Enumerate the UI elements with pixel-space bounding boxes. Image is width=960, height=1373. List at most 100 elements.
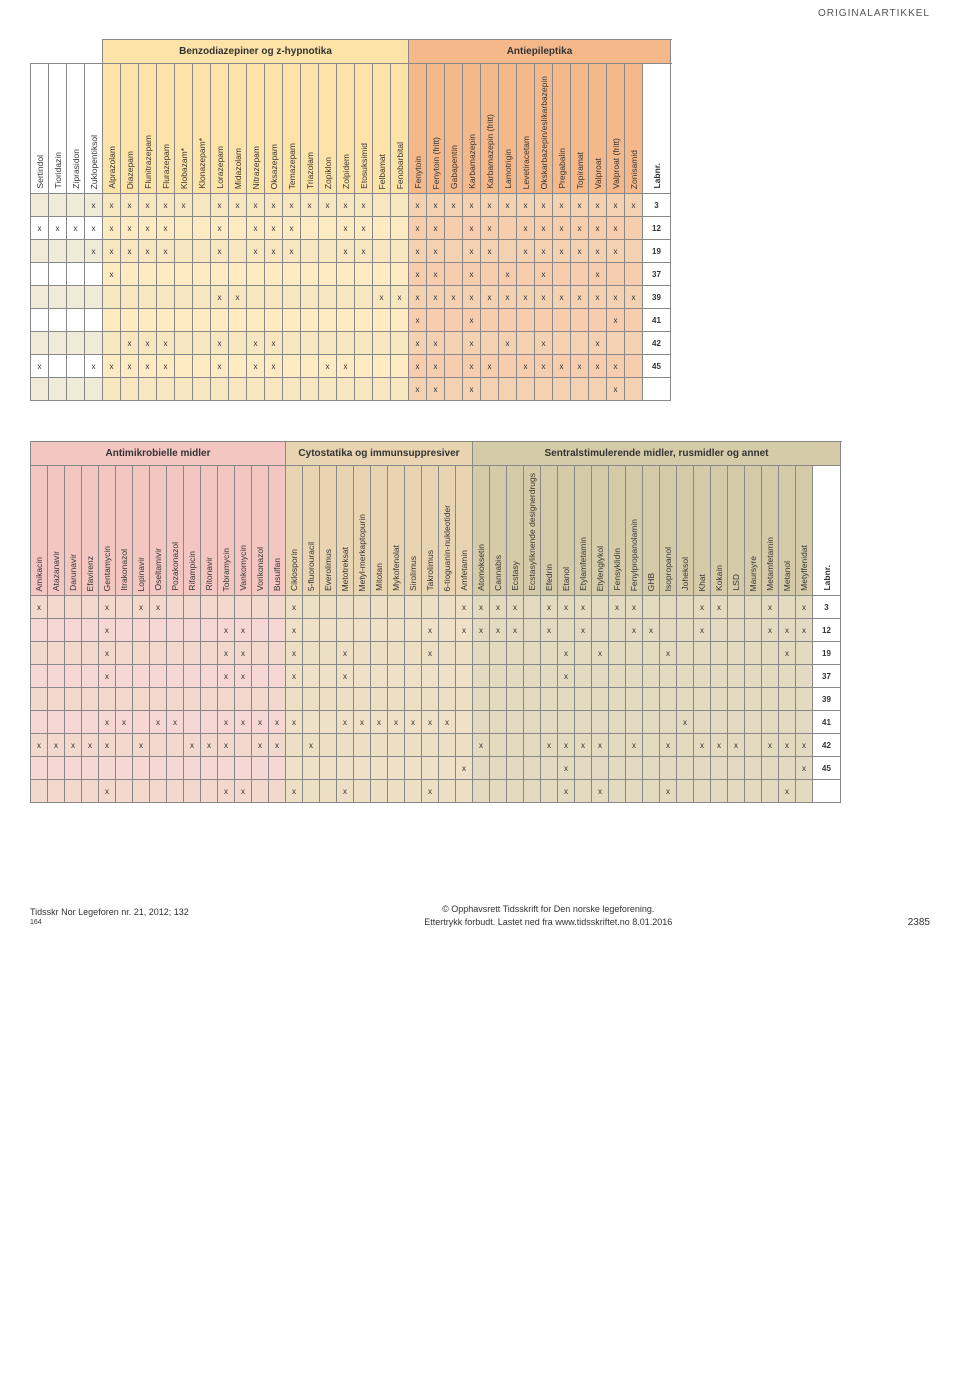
- cell: x: [218, 665, 235, 688]
- cell: [121, 263, 139, 286]
- download-line: Ettertrykk forbudt. Lastet ned fra www.t…: [189, 916, 908, 929]
- cell: x: [99, 711, 116, 734]
- cell: [150, 757, 167, 780]
- cell: [626, 711, 643, 734]
- cell: [779, 665, 796, 688]
- cell: x: [157, 355, 175, 378]
- cell: [301, 217, 319, 240]
- cell: x: [427, 240, 445, 263]
- cell: [167, 688, 184, 711]
- cell: x: [558, 757, 575, 780]
- cell: x: [589, 355, 607, 378]
- cell: [422, 734, 439, 757]
- cell: x: [229, 194, 247, 217]
- cell: [445, 240, 463, 263]
- column-header: Fenobarbital: [391, 64, 409, 194]
- cell: [269, 780, 286, 803]
- column-header: Tobramycin: [218, 466, 235, 596]
- cell: x: [427, 217, 445, 240]
- cell: [82, 619, 99, 642]
- cell: [796, 780, 813, 803]
- cell: [82, 688, 99, 711]
- cell: [184, 665, 201, 688]
- cell: x: [337, 780, 354, 803]
- cell: x: [121, 217, 139, 240]
- cell: [728, 596, 745, 619]
- cell: [283, 332, 301, 355]
- cell: [592, 688, 609, 711]
- cell: [301, 263, 319, 286]
- labnr-header: Labnr.: [813, 466, 841, 596]
- cell: x: [626, 734, 643, 757]
- column-header: Atomoksetin: [473, 466, 490, 596]
- cell: [355, 286, 373, 309]
- cell: [175, 332, 193, 355]
- cell: [247, 286, 265, 309]
- cell: [354, 688, 371, 711]
- cell: [201, 665, 218, 688]
- cell: x: [409, 309, 427, 332]
- page-type-header: ORIGINALARTIKKEL: [0, 0, 960, 39]
- column-header: Efedrin: [541, 466, 558, 596]
- cell: x: [694, 734, 711, 757]
- row-labnr: 42: [813, 734, 841, 757]
- cell: [643, 596, 660, 619]
- cell: x: [445, 194, 463, 217]
- cell: [473, 757, 490, 780]
- row-labnr: [643, 378, 671, 401]
- cell: [388, 642, 405, 665]
- cell: x: [211, 217, 229, 240]
- cell: [229, 332, 247, 355]
- cell: x: [626, 619, 643, 642]
- column-header: Mitotan: [371, 466, 388, 596]
- cell: [49, 240, 67, 263]
- cell: [405, 688, 422, 711]
- cell: [626, 780, 643, 803]
- cell: [541, 665, 558, 688]
- cell: [373, 355, 391, 378]
- cell: x: [283, 194, 301, 217]
- cell: [283, 355, 301, 378]
- column-header: Sertindol: [31, 64, 49, 194]
- cell: x: [99, 780, 116, 803]
- cell: [229, 263, 247, 286]
- cell: x: [796, 757, 813, 780]
- cell: x: [201, 734, 218, 757]
- cell: [201, 596, 218, 619]
- cell: x: [319, 194, 337, 217]
- cell: x: [463, 217, 481, 240]
- cell: [507, 688, 524, 711]
- cell: [150, 619, 167, 642]
- cell: [439, 619, 456, 642]
- row-labnr: 3: [813, 596, 841, 619]
- cell: [660, 688, 677, 711]
- cell: [762, 757, 779, 780]
- cell: x: [218, 642, 235, 665]
- cell: [49, 355, 67, 378]
- cell: x: [252, 711, 269, 734]
- cell: x: [589, 332, 607, 355]
- cell: [265, 309, 283, 332]
- column-header: Alprazolam: [103, 64, 121, 194]
- cell: [575, 757, 592, 780]
- cell: [445, 378, 463, 401]
- cell: [607, 332, 625, 355]
- cell: [320, 596, 337, 619]
- cell: [319, 240, 337, 263]
- cell: x: [558, 642, 575, 665]
- cell: [150, 688, 167, 711]
- column-header: Sirolimus: [405, 466, 422, 596]
- cell: [175, 263, 193, 286]
- cell: [745, 711, 762, 734]
- column-header: Lorazepam: [211, 64, 229, 194]
- cell: x: [157, 194, 175, 217]
- cell: x: [218, 619, 235, 642]
- cell: x: [609, 596, 626, 619]
- column-header: Metyl-merkaptopurin: [354, 466, 371, 596]
- cell: [229, 240, 247, 263]
- cell: [745, 734, 762, 757]
- cell: [354, 665, 371, 688]
- cell: x: [218, 780, 235, 803]
- cell: [283, 309, 301, 332]
- cell: [371, 757, 388, 780]
